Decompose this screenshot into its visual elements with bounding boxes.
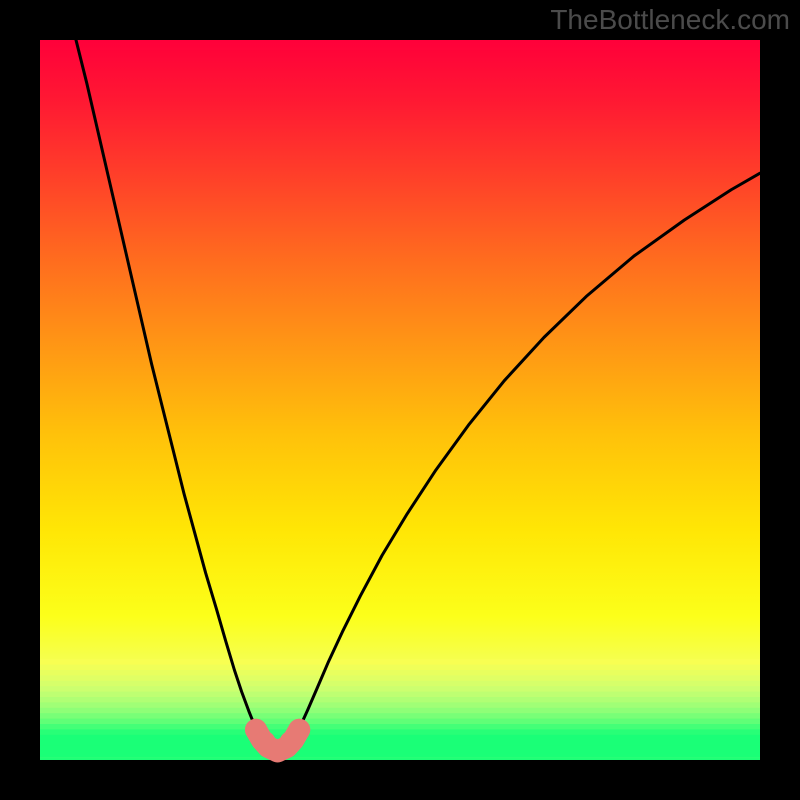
gradient-band xyxy=(40,670,760,676)
gradient-band xyxy=(40,740,760,746)
gradient-band xyxy=(40,681,760,687)
gradient-band xyxy=(40,713,760,719)
gradient-band xyxy=(40,692,760,698)
bottleneck-chart-svg xyxy=(0,0,800,800)
gradient-band xyxy=(40,751,760,757)
gradient-band xyxy=(40,665,760,671)
gradient-band xyxy=(40,697,760,703)
gradient-band xyxy=(40,708,760,714)
gradient-band xyxy=(40,724,760,730)
gradient-band xyxy=(40,729,760,735)
gradient-plot-area xyxy=(40,40,760,760)
gradient-band xyxy=(40,675,760,681)
gradient-band xyxy=(40,746,760,752)
gradient-band xyxy=(40,659,760,665)
gradient-band xyxy=(40,686,760,692)
gradient-band xyxy=(40,735,760,741)
gradient-band xyxy=(40,702,760,708)
gradient-band xyxy=(40,719,760,725)
valley-marker-dot xyxy=(288,719,310,741)
watermark-text: TheBottleneck.com xyxy=(550,4,790,36)
chart-container: TheBottleneck.com xyxy=(0,0,800,800)
